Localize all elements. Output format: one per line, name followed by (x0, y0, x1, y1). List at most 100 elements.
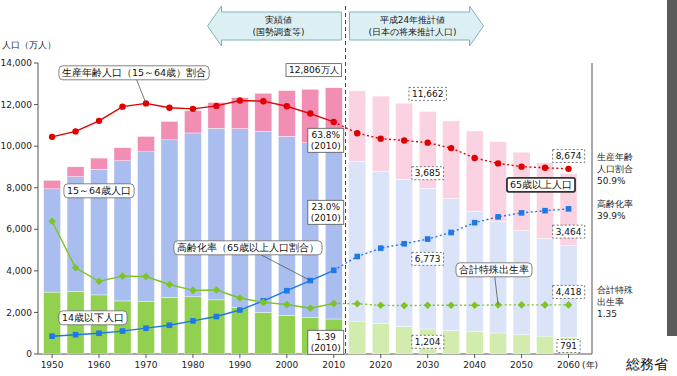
bar (137, 136, 154, 151)
x-tick (145, 354, 146, 358)
axes: 02,0004,0006,0008,00010,00012,00014,0001… (1, 58, 593, 370)
marker (236, 294, 244, 302)
end-label: 生産年齢人口割合50.9% (597, 152, 633, 186)
bar-series (44, 128, 577, 337)
marker (95, 277, 103, 285)
bar-value-label: 4,418 (553, 285, 585, 298)
bar-value-label-box (557, 340, 580, 353)
marker (190, 106, 196, 112)
marker (119, 272, 127, 280)
marker (213, 286, 221, 294)
series-callout-box (507, 178, 575, 192)
period-divider (345, 6, 346, 354)
marker (425, 236, 431, 242)
line (52, 100, 334, 136)
y-tick-label: 2,000 (6, 308, 32, 318)
bar (537, 238, 554, 336)
y-tick-label: 0 (26, 349, 32, 359)
total-label: 11,662 (409, 87, 447, 100)
bar (161, 121, 178, 139)
series-callout: 生産年齢人口（15～64歳）割合 (59, 66, 209, 80)
chart: 実績値(国勢調査等)平成24年推計値(日本の将来推計人口)02,0004,000… (0, 0, 677, 376)
marker (542, 165, 548, 171)
y-tick (34, 187, 38, 188)
bar-value-label-box (412, 167, 444, 180)
marker (214, 314, 220, 320)
bar-value-label-text: 3,685 (415, 168, 441, 178)
marker (542, 208, 548, 214)
bar (184, 297, 201, 354)
end-label: 高齢化率39.9% (597, 199, 633, 221)
series-callout-box (59, 311, 127, 325)
marker (471, 155, 477, 161)
point-value-label-box (308, 200, 344, 224)
total-label-text: 12,806万人 (289, 65, 339, 75)
marker (166, 105, 172, 111)
y-tick (34, 63, 38, 64)
marker (260, 299, 268, 307)
bar-value-label-text: 4,418 (556, 287, 582, 297)
x-tick-label: 1960 (88, 360, 111, 370)
marker (565, 301, 573, 309)
bar (44, 292, 61, 354)
marker (495, 214, 501, 220)
bar-value-label: 6,773 (412, 252, 444, 265)
bar (372, 96, 389, 171)
point-value-label-text: (2010) (311, 213, 341, 223)
series-callout: 合計特殊出生率 (456, 263, 532, 277)
bar (466, 332, 483, 354)
y-tick (34, 270, 38, 271)
y-tick (34, 104, 38, 105)
bar (114, 148, 131, 161)
marker (378, 245, 384, 251)
period-label: 平成24年推計値 (380, 15, 445, 25)
y-tick-label: 4,000 (6, 266, 32, 276)
end-label-text: 1.35 (597, 309, 617, 319)
x-tick-label: 2010 (322, 360, 345, 370)
bar-value-label-box (412, 335, 444, 348)
total-label-box (286, 64, 342, 77)
bar-value-label: 1,204 (412, 335, 444, 348)
bar-value-label-text: 791 (560, 341, 577, 351)
y2-axis (592, 63, 593, 354)
marker (354, 130, 360, 136)
bar (443, 121, 460, 199)
bar (372, 324, 389, 354)
series-callout: 14歳以下人口 (59, 311, 127, 325)
line (334, 209, 569, 270)
marker (142, 273, 150, 281)
marker (119, 103, 125, 109)
marker (49, 134, 55, 140)
bar (325, 149, 342, 319)
bar-series (44, 88, 577, 246)
total-label-box (553, 150, 585, 163)
marker (448, 230, 454, 236)
marker (96, 118, 102, 124)
marker (48, 217, 56, 225)
bar (513, 231, 530, 335)
series-callout: 15～64歳人口 (64, 184, 134, 198)
y-tick-label: 8,000 (6, 183, 32, 193)
bar-value-label: 3,685 (412, 167, 444, 180)
total-label: 12,806万人 (286, 64, 342, 77)
bar (396, 179, 413, 326)
bar (396, 103, 413, 179)
bar (278, 91, 295, 137)
total-label-box (409, 87, 447, 100)
source: 総務省 (625, 356, 668, 372)
total-label-text: 8,674 (556, 151, 582, 161)
bar (490, 142, 507, 222)
bar (349, 91, 366, 162)
line-series (49, 97, 572, 172)
x-tick-label: 2060 (557, 360, 580, 370)
period-banner: 平成24年推計値(日本の将来推計人口) (350, 6, 484, 46)
series-callout-text: 14歳以下人口 (62, 312, 124, 323)
x-tick-label: 1990 (228, 360, 251, 370)
marker (331, 119, 337, 125)
series-callout-box (59, 66, 209, 80)
marker (120, 328, 126, 334)
line (334, 122, 569, 169)
bar-value-label-text: 3,464 (556, 227, 582, 237)
end-label: 合計特殊出生率1.35 (597, 285, 633, 319)
bar (255, 131, 272, 312)
